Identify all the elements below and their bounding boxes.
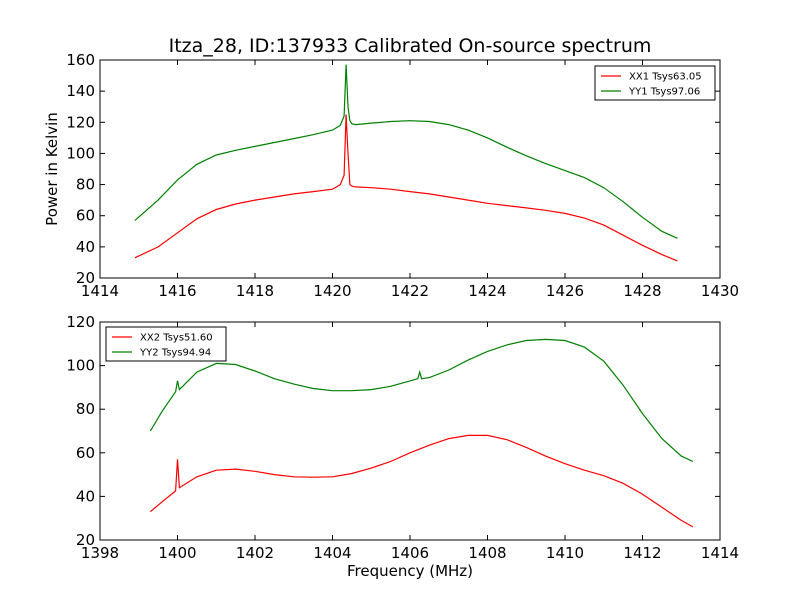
y-axis-label: Power in Kelvin [43, 112, 61, 226]
y-tick-label: 120 [66, 113, 95, 131]
x-tick-label: 1414 [81, 282, 119, 300]
x-tick-label: 1426 [546, 282, 584, 300]
x-tick-label: 1428 [623, 282, 661, 300]
y-tick-label: 100 [66, 357, 95, 375]
x-tick-label: 1424 [468, 282, 506, 300]
legend-label: XX2 Tsys51.60 [140, 333, 213, 344]
y-tick-label: 100 [66, 144, 95, 162]
legend: XX1 Tsys63.05 YY1 Tsys97.06 [594, 65, 716, 101]
chart-title: Itza_28, ID:137933 Calibrated On-source … [169, 35, 652, 57]
y-tick-label: 80 [76, 400, 95, 418]
y-tick-label: 20 [76, 531, 95, 549]
x-tick-label: 1398 [81, 544, 119, 562]
y-tick-label: 160 [66, 51, 95, 69]
x-tick-label: 1408 [468, 544, 506, 562]
y-tick-label: 80 [76, 176, 95, 194]
series-line-2-1 [150, 434, 694, 528]
x-tick-label: 1400 [158, 544, 196, 562]
bottom-panel: 1398 1400 1402 1404 1406 1408 1410 1412 1414 20 40… [66, 313, 739, 580]
y-tick-label: 140 [66, 82, 95, 100]
x-tick-label: 1414 [701, 544, 739, 562]
legend-box [105, 326, 227, 362]
y-tick-label: 40 [76, 238, 95, 256]
x-tick-label: 1430 [701, 282, 739, 300]
x-tick-label: 1418 [236, 282, 274, 300]
x-axis-label: Frequency (MHz) [347, 562, 473, 580]
legend-label: XX1 Tsys63.05 [629, 72, 702, 83]
y-tick-label: 60 [76, 207, 95, 225]
x-tick-label: 1406 [391, 544, 429, 562]
y-tick-label: 20 [76, 269, 95, 287]
legend-box [594, 65, 716, 101]
legend: XX2 Tsys51.60 YY2 Tsys94.94 [105, 326, 227, 362]
x-tick-label: 1422 [391, 282, 429, 300]
y-tick-label: 60 [76, 444, 95, 462]
top-panel: 1414 1416 1418 1420 1422 1424 1426 1428 1430 20 40… [43, 51, 739, 300]
legend-label: YY1 Tsys97.06 [628, 87, 700, 98]
y-tick-label: 120 [66, 313, 95, 331]
series-line-2-2 [149, 338, 694, 463]
x-tick-label: 1420 [313, 282, 351, 300]
x-tick-label: 1410 [546, 544, 584, 562]
x-tick-label: 1416 [158, 282, 196, 300]
x-tick-label: 1412 [623, 544, 661, 562]
legend-label: YY2 Tsys94.94 [139, 348, 211, 359]
x-tick-label: 1402 [236, 544, 274, 562]
series-line-1-1 [134, 114, 678, 262]
series-line-1-2 [134, 64, 678, 239]
y-tick-label: 40 [76, 487, 95, 505]
x-tick-label: 1404 [313, 544, 351, 562]
